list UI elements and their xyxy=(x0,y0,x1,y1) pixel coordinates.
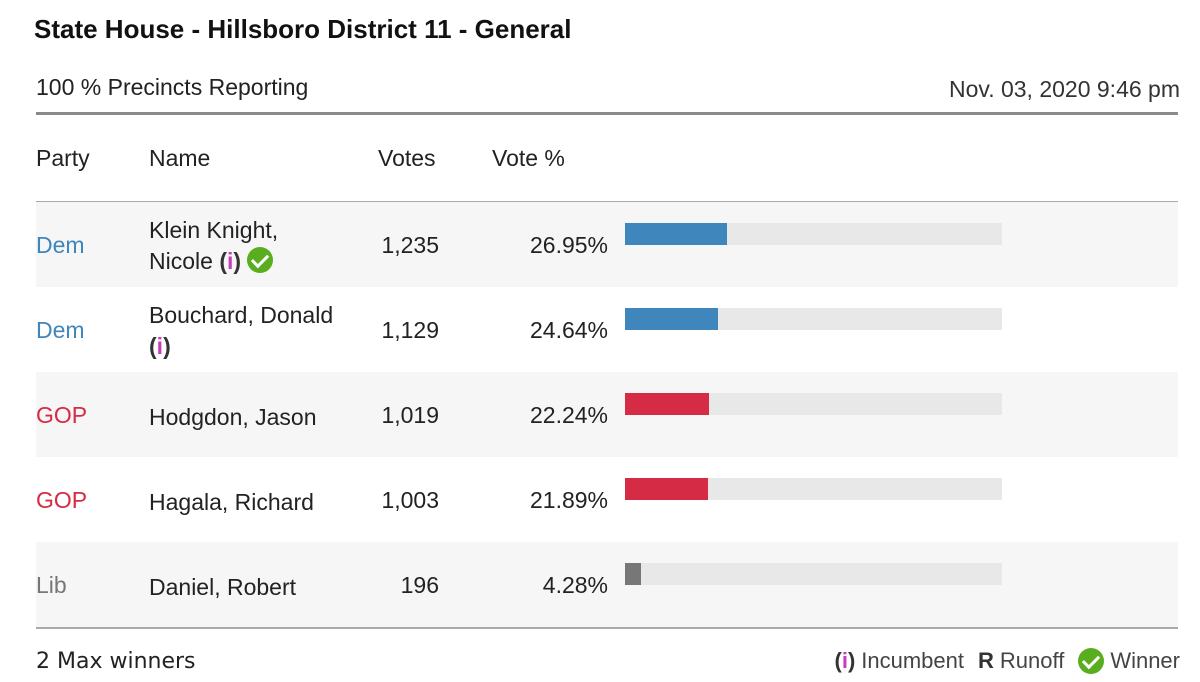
incumbent-icon: (i) xyxy=(834,648,856,673)
vote-count: 1,235 xyxy=(381,232,439,258)
column-header-votes: Votes xyxy=(378,145,436,171)
incumbent-icon: (i) xyxy=(149,333,171,359)
column-header-name: Name xyxy=(149,145,211,171)
party-label: Lib xyxy=(36,572,67,598)
table-row: Dem Klein Knight, Nicole (i) 1,235 26.95% xyxy=(36,202,1178,287)
divider xyxy=(36,112,1178,115)
candidate-name-line1: Klein Knight, xyxy=(149,217,279,243)
vote-bar-fill xyxy=(625,393,709,415)
winner-check-icon xyxy=(247,247,274,273)
legend-incumbent: (i) Incumbent xyxy=(834,648,964,674)
incumbent-icon: (i) xyxy=(219,248,242,274)
vote-bar-track xyxy=(625,223,1002,245)
candidate-name-line1: Hodgdon, Jason xyxy=(149,404,317,430)
vote-percent: 21.89% xyxy=(529,487,608,513)
table-row: Dem Bouchard, Donald (i) 1,129 24.64% xyxy=(36,287,1178,372)
candidate-name-line1: Hagala, Richard xyxy=(149,489,314,515)
legend-runoff: R Runoff xyxy=(978,648,1064,674)
vote-bar-track xyxy=(625,563,1002,585)
runoff-icon: R xyxy=(978,648,994,673)
vote-bar-fill xyxy=(625,563,641,585)
vote-percent: 22.24% xyxy=(529,402,608,428)
vote-count: 1,129 xyxy=(381,317,439,343)
vote-bar-fill xyxy=(625,478,708,500)
timestamp: Nov. 03, 2020 9:46 pm xyxy=(949,76,1180,102)
legend: (i) Incumbent R Runoff Winner xyxy=(820,648,1180,674)
legend-winner-label: Winner xyxy=(1110,648,1180,673)
table-row: GOP Hodgdon, Jason 1,019 22.24% xyxy=(36,372,1178,457)
page-title: State House - Hillsboro District 11 - Ge… xyxy=(34,14,572,44)
vote-percent: 26.95% xyxy=(529,232,608,258)
vote-percent: 24.64% xyxy=(529,317,608,343)
party-label: GOP xyxy=(36,487,88,513)
vote-bar-track xyxy=(625,393,1002,415)
candidate-name: Daniel, Robert xyxy=(149,572,296,603)
party-label: Dem xyxy=(36,317,85,343)
vote-percent: 4.28% xyxy=(542,572,608,598)
candidate-name: Hodgdon, Jason xyxy=(149,402,317,433)
vote-count: 196 xyxy=(400,572,439,598)
vote-count: 1,019 xyxy=(381,402,439,428)
column-header-vote-pct: Vote % xyxy=(492,145,565,171)
table-row: GOP Hagala, Richard 1,003 21.89% xyxy=(36,457,1178,542)
max-winners-note: 2 Max winners xyxy=(36,649,196,674)
divider xyxy=(36,627,1178,629)
column-header-party: Party xyxy=(36,145,90,171)
candidate-name: Hagala, Richard xyxy=(149,487,314,518)
candidate-name: Klein Knight, Nicole (i) xyxy=(149,215,278,277)
vote-bar-track xyxy=(625,478,1002,500)
vote-bar-track xyxy=(625,308,1002,330)
party-label: Dem xyxy=(36,232,85,258)
party-label: GOP xyxy=(36,402,88,428)
table-row: Lib Daniel, Robert 196 4.28% xyxy=(36,542,1178,627)
precincts-reporting: 100 % Precincts Reporting xyxy=(36,74,309,100)
candidate-name-line1: Bouchard, Donald xyxy=(149,302,334,328)
candidate-name-line2: Nicole xyxy=(149,248,213,274)
vote-count: 1,003 xyxy=(381,487,439,513)
candidate-name: Bouchard, Donald (i) xyxy=(149,300,333,362)
legend-runoff-label: Runoff xyxy=(999,648,1065,673)
vote-bar-fill xyxy=(625,308,718,330)
legend-incumbent-label: Incumbent xyxy=(861,648,964,673)
winner-check-icon xyxy=(1078,648,1105,674)
candidate-name-line1: Daniel, Robert xyxy=(149,574,297,600)
legend-winner: Winner xyxy=(1078,648,1180,674)
vote-bar-fill xyxy=(625,223,727,245)
